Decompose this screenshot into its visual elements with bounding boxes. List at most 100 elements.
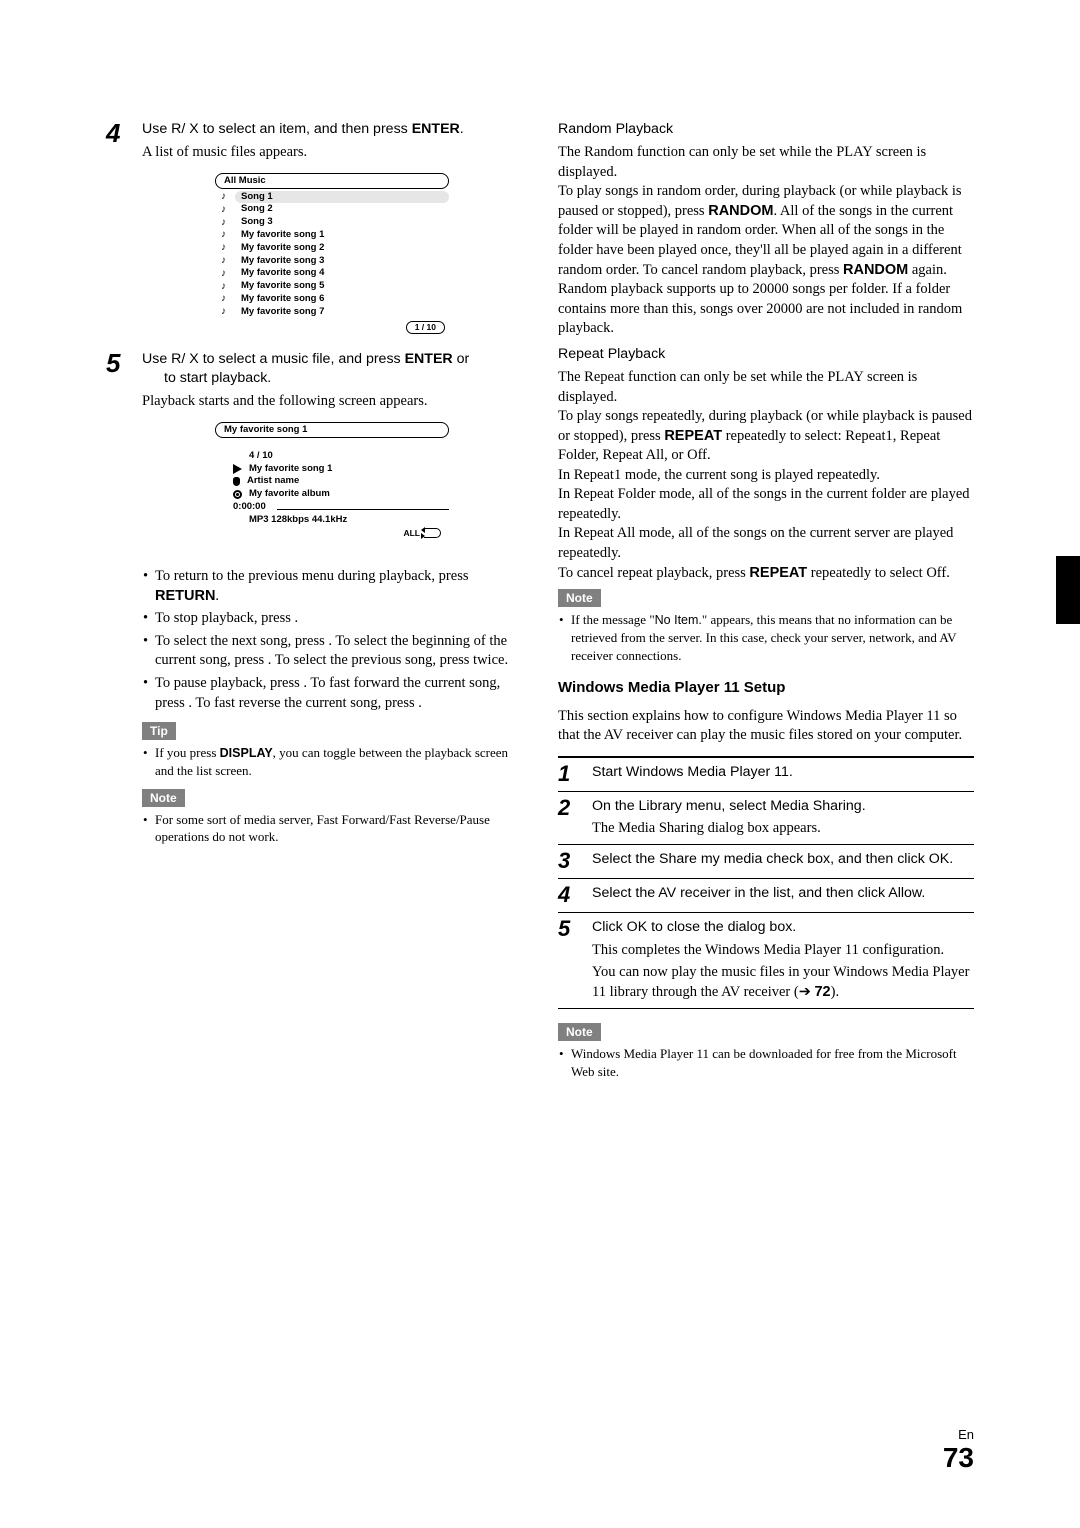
music-note-icon [221,294,230,304]
music-note-icon [221,192,230,202]
list-item: My favorite song 6 [221,293,449,306]
album-icon [233,490,242,499]
wmp-heading: Windows Media Player 11 Setup [558,678,974,698]
text: If you press [155,745,220,760]
right-column: Random Playback The Random function can … [558,120,974,1084]
step-5-instruction: Use R/ X to select a music file, and pre… [142,350,522,388]
track-counter: 4 / 10 [249,450,273,463]
random-p3: Random playback supports up to 20000 son… [558,280,974,339]
random-heading: Random Playback [558,120,974,139]
list-item: My favorite song 4 [221,267,449,280]
list-item: My favorite song 1 [221,229,449,242]
list-item: Song 1 [221,191,449,204]
wmp-steps-table: 1 Start Windows Media Player 11. 2 On th… [558,756,974,1010]
all-music-screen: All Music Song 1 Song 2 Song 3 My favori… [215,173,449,334]
text: You can now play the music files in your… [592,964,969,1000]
repeat-p1: The Repeat function can only be set whil… [558,368,974,407]
text: To return to the previous menu during pl… [155,568,468,584]
song-name: My favorite song 2 [235,242,449,255]
list-item: My favorite song 3 [221,255,449,268]
repeat-p2: To play songs repeatedly, during playbac… [558,407,974,466]
album-name: My favorite album [249,488,330,501]
song-name: My favorite song 6 [235,293,449,306]
arrow-keys: R/ X [171,351,199,367]
tip-list: If you press DISPLAY, you can toggle bet… [142,744,522,779]
step-4: 4 Use R/ X to select an item, and then p… [106,120,522,348]
repeat-all-label: ALL [403,528,420,538]
playback-notes: To return to the previous menu during pl… [142,567,522,713]
repeat-p3: In Repeat1 mode, the current song is pla… [558,466,974,486]
repeat-p4: In Repeat Folder mode, all of the songs … [558,485,974,524]
song-name: My favorite song 1 [235,229,449,242]
list-item: My favorite song 5 [221,280,449,293]
album-row: My favorite album [233,488,449,501]
text: again. [908,262,947,278]
enter-key: ENTER [405,351,453,367]
display-key: DISPLAY [220,746,273,760]
text: repeatedly to select Off. [807,565,950,581]
step-number: 5 [558,918,580,1002]
thumb-tab [1056,556,1080,624]
tip-label: Tip [142,722,176,740]
arrow-icon: ➔ [799,984,811,1000]
format-row: MP3 128kbps 44.1kHz [233,514,449,527]
note-list: If the message "No Item." appears, this … [558,611,974,664]
text: Use [142,351,171,367]
step-5: 5 Use R/ X to select a music file, and p… [106,350,522,388]
wmp-step-1: 1 Start Windows Media Player 11. [558,758,974,792]
repeat-key: REPEAT [664,428,722,444]
bullet-stop: To stop playback, press . [142,609,522,629]
bullet-return: To return to the previous menu during pl… [142,567,522,606]
return-key: RETURN [155,588,215,604]
step-sub: The Media Sharing dialog box appears. [592,819,866,839]
step-number: 4 [106,120,132,348]
step-instruction: Start Windows Media Player 11. [592,763,793,782]
wmp-step-2: 2 On the Library menu, select Media Shar… [558,792,974,846]
music-note-icon [221,269,230,279]
artist-name: Artist name [247,475,299,488]
bullet-pause-ff: To pause playback, press . To fast forwa… [142,674,522,713]
step-number: 2 [558,797,580,839]
song-title: My favorite song 1 [249,463,332,476]
music-list: Song 1 Song 2 Song 3 My favorite song 1 … [215,191,449,319]
text: ). [831,984,839,1000]
step-instruction: Select the AV receiver in the list, and … [592,884,925,903]
song-name: My favorite song 7 [235,306,449,319]
repeat-icon [424,528,441,538]
note-list: Windows Media Player 11 can be downloade… [558,1045,974,1080]
wmp-step-3: 3 Select the Share my media check box, a… [558,845,974,879]
no-item-msg: No Item. [655,613,702,627]
wmp-step-5: 5 Click OK to close the dialog box. This… [558,913,974,1009]
step-4-instruction: Use R/ X to select an item, and then pre… [142,120,522,139]
page-footer: En 73 [943,1426,974,1472]
tip-item: If you press DISPLAY, you can toggle bet… [142,744,522,779]
music-note-icon [221,230,230,240]
step-number: 3 [558,850,580,872]
list-item: Song 2 [221,203,449,216]
step-sub: This completes the Windows Media Player … [592,941,974,961]
song-name: My favorite song 4 [235,267,449,280]
audio-format: MP3 128kbps 44.1kHz [249,514,347,527]
note-label: Note [142,789,185,807]
page-number: 73 [943,1444,974,1472]
screen-title: All Music [215,173,449,189]
music-note-icon [221,307,230,317]
music-note-icon [221,256,230,266]
list-item: My favorite song 2 [221,242,449,255]
text: If the message " [571,612,655,627]
text: Use [142,121,171,137]
enter-key: ENTER [412,121,460,137]
step-5-sub: Playback starts and the following screen… [142,392,522,412]
text: to select a music file, and press [199,351,405,367]
random-key: RANDOM [708,203,773,219]
music-note-icon [221,282,230,292]
song-name: My favorite song 3 [235,255,449,268]
step-instruction: On the Library menu, select Media Sharin… [592,797,866,816]
repeat-p5: In Repeat All mode, all of the songs on … [558,524,974,563]
artist-row: Artist name [233,475,449,488]
step-instruction: Select the Share my media check box, and… [592,850,953,869]
wmp-step-4: 4 Select the AV receiver in the list, an… [558,879,974,913]
repeat-p6: To cancel repeat playback, press REPEAT … [558,564,974,584]
text: . [215,588,219,604]
step-number: 4 [558,884,580,906]
